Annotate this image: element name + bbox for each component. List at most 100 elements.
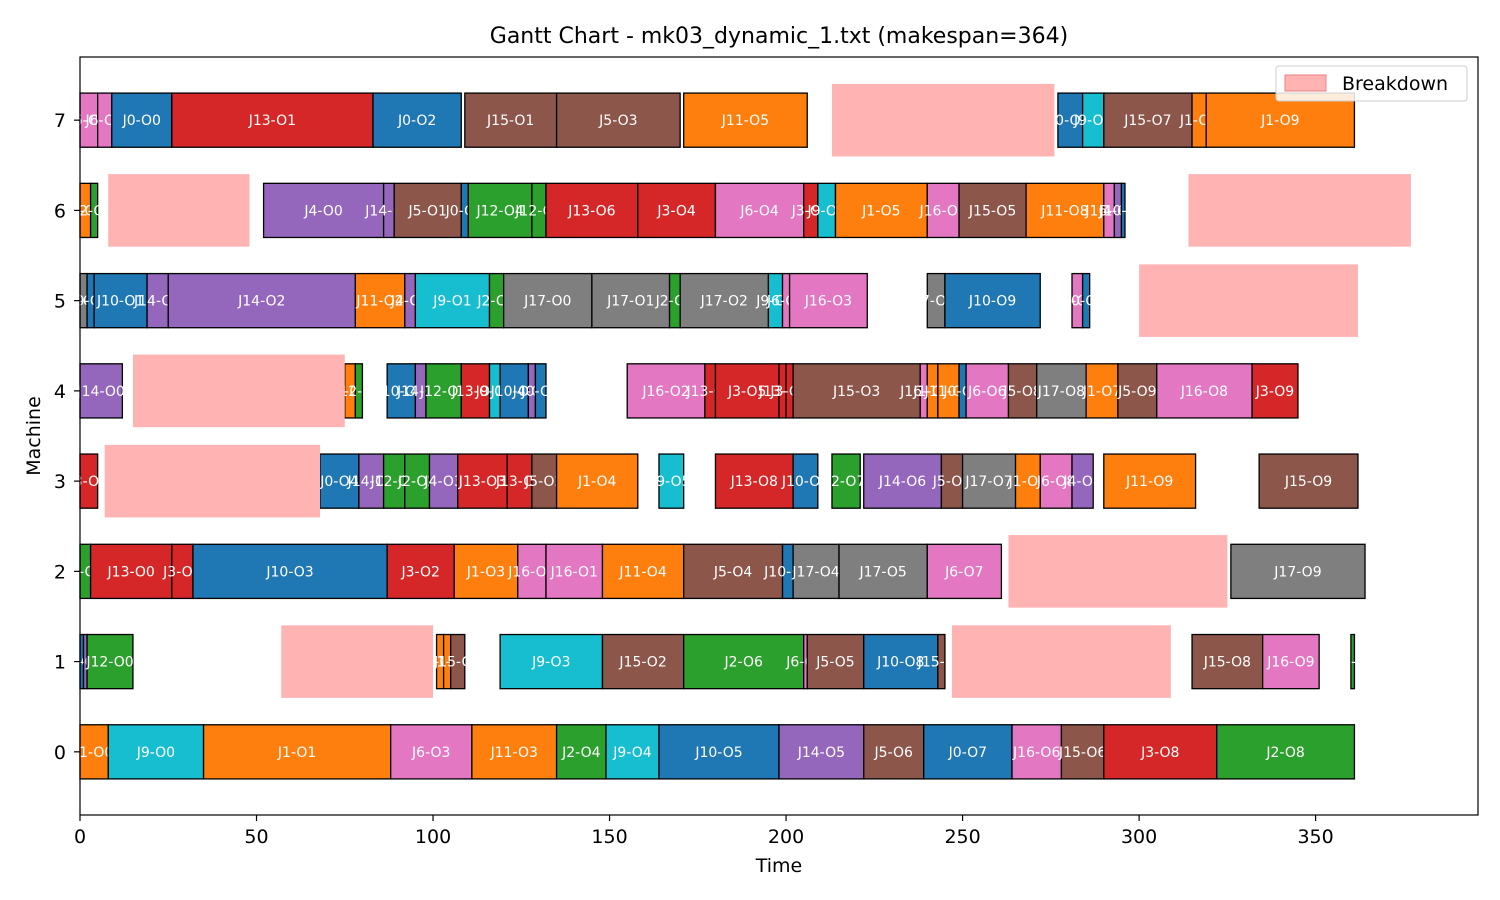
operation-label: J15-O7: [1123, 113, 1171, 129]
operation-bar: J13-O6: [545, 182, 639, 239]
operation-label: J11-O4: [618, 564, 666, 580]
operation-rect: [171, 92, 374, 148]
operation-bar: J0-O9: [1066, 272, 1105, 329]
operation-bar: J10-O9: [944, 272, 1041, 329]
plot-frame: [79, 56, 1479, 816]
operation-label: J6-O3: [411, 745, 450, 761]
operation-label: J17-O7: [964, 474, 1012, 490]
operation-label: J5-O3: [598, 113, 637, 129]
operation-bar: J0-O0: [111, 92, 173, 148]
operation-label: J4-O0: [303, 203, 342, 219]
operation-label: J12-O3: [419, 384, 467, 400]
legend: Breakdown: [1275, 65, 1468, 102]
operation-rect: [262, 182, 385, 239]
operation-rect: [714, 182, 805, 239]
operation-label: J17-O4: [791, 564, 839, 580]
y-tick-label: 1: [54, 652, 66, 674]
operation-bar: J16-O3: [788, 272, 868, 329]
operation-label: J13-O0: [107, 564, 155, 580]
operation-label: J13-O4: [451, 384, 499, 400]
operation-label: J9-O1: [432, 294, 471, 310]
operation-rect: [961, 453, 1017, 509]
operation-label: J14-O2: [237, 294, 285, 310]
operation-rect: [453, 543, 519, 600]
operation-label: J3-O0: [69, 474, 108, 490]
operation-label: J13-O8: [730, 474, 778, 490]
operation-label: J15-O9: [1284, 474, 1332, 490]
operation-bar: J17-O4: [791, 543, 840, 600]
operation-rect: [499, 633, 604, 690]
operation-rect: [1011, 724, 1063, 780]
operation-rect: [658, 453, 685, 509]
operation-label: J12-O9: [1328, 655, 1376, 671]
operation-label: J5-O9: [1117, 384, 1156, 400]
operation-label: J0-O7: [948, 745, 987, 761]
operation-label: J14-O5: [797, 745, 845, 761]
breakdown-block: [1188, 174, 1411, 247]
operation-label: J5-O6: [874, 745, 913, 761]
x-tick-label: 250: [944, 826, 980, 848]
operation-rect: [1350, 633, 1356, 690]
operation-rect: [425, 363, 462, 419]
breakdown-block: [104, 444, 321, 518]
operation-label: J5-O2: [524, 474, 563, 490]
operation-rect: [89, 182, 99, 239]
operation-label: J16-O8: [1180, 384, 1228, 400]
operation-label: J1-O1: [277, 745, 316, 761]
operation-bar: J10-O6: [490, 363, 538, 419]
operation-rect: [658, 724, 780, 780]
operation-bar: J11-O4: [601, 543, 685, 600]
operation-label: J2-O7: [826, 474, 865, 490]
operation-rect: [93, 272, 148, 329]
y-tick-label: 0: [54, 742, 66, 764]
operation-bar: J15-O3: [792, 363, 921, 419]
operation-rect: [457, 453, 508, 509]
operation-bar: J10-O5: [658, 724, 780, 780]
breakdown-block: [831, 83, 1055, 157]
operation-label: J16-O4: [919, 203, 967, 219]
operation-label: J11-O8: [1040, 203, 1088, 219]
operation-bar: J12-O0: [85, 633, 134, 690]
operation-label: J13-O5: [495, 474, 543, 490]
operation-bar: J10-O8: [863, 633, 939, 690]
operation-label: J15-O5: [968, 203, 1016, 219]
operation-rect: [358, 453, 385, 509]
operation-rect: [863, 453, 943, 509]
operation-bar: J10-O1: [93, 272, 148, 329]
operation-bar: J11-O5: [683, 92, 808, 148]
operation-rect: [202, 724, 392, 780]
operation-label: J6-O6: [967, 384, 1006, 400]
operation-label: J5-O8: [1002, 384, 1041, 400]
operation-rect: [450, 633, 466, 690]
operation-label: J6-O7: [944, 564, 983, 580]
operation-rect: [1230, 543, 1366, 600]
operation-rect: [1258, 453, 1359, 509]
operation-rect: [714, 453, 794, 509]
operation-rect: [1007, 363, 1038, 419]
y-tick-label: 6: [54, 200, 66, 222]
operation-bar: J11-O9: [1103, 453, 1197, 509]
operation-label: J17-O0: [523, 294, 571, 310]
operation-bar: J2-O7: [826, 453, 865, 509]
operation-label: J5-O1: [408, 203, 447, 219]
operation-bar: J14-O0: [77, 363, 125, 419]
operation-label: J1-O0: [74, 745, 113, 761]
operation-bar: J13-O3: [457, 453, 508, 509]
operation-bar: J3-O4: [637, 182, 717, 239]
operation-label: J0-O0: [122, 113, 161, 129]
operation-bar: J5-O3: [555, 92, 681, 148]
operation-rect: [393, 182, 462, 239]
operation-rect: [555, 453, 639, 509]
operation-bar: J15-O9: [1258, 453, 1359, 509]
operation-bar: J5-O9: [1117, 363, 1158, 419]
operation-bar: J1-O7: [1082, 363, 1121, 419]
operation-label: J16-O1: [550, 564, 598, 580]
operation-bar: J5-O8: [1002, 363, 1042, 419]
operation-label: J9-O5: [651, 474, 690, 490]
operation-label: J14-O5: [347, 474, 395, 490]
x-tick-label: 350: [1297, 826, 1333, 848]
operation-label: J6-O8: [1036, 474, 1075, 490]
operation-rect: [1205, 92, 1356, 148]
